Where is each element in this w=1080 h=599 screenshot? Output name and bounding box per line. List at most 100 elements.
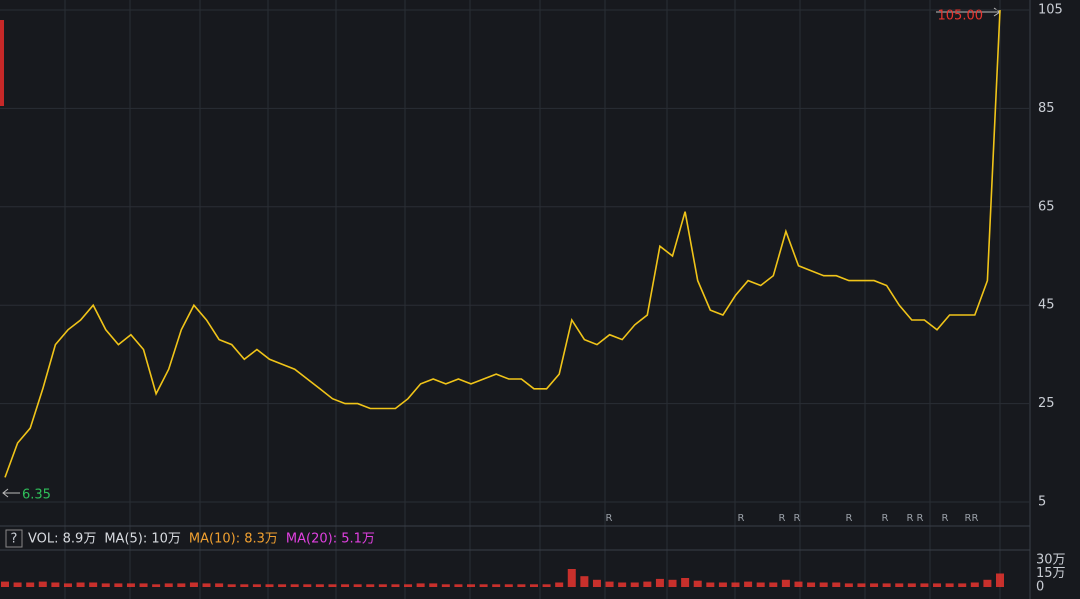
- vertical-grid: [64, 0, 1001, 599]
- volume-bar: [177, 583, 186, 587]
- volume-bar: [290, 584, 299, 587]
- volume-bar: [416, 583, 425, 587]
- volume-bar: [958, 583, 967, 587]
- vol-tick-label: 15万: [1036, 566, 1066, 581]
- volume-bar: [202, 583, 211, 587]
- vol-tick-label: 0: [1036, 580, 1044, 595]
- side-indicator: [0, 20, 4, 106]
- volume-bar: [592, 579, 601, 587]
- volume-bar: [152, 584, 161, 587]
- vol-tick-label: 30万: [1036, 553, 1066, 568]
- price-line: [4, 9, 1001, 478]
- volume-bar: [404, 584, 413, 587]
- volume-bar: [366, 584, 375, 587]
- volume-bar: [718, 582, 727, 587]
- volume-bar: [227, 584, 236, 587]
- volume-bar: [164, 583, 173, 587]
- volume-bar: [643, 581, 652, 587]
- price-annotation: 105.00: [938, 9, 984, 24]
- volume-bar: [706, 582, 715, 587]
- volume-bar: [555, 582, 564, 587]
- volume-bar: [794, 581, 803, 587]
- event-marker: R: [606, 513, 613, 524]
- volume-bar: [26, 582, 35, 587]
- volume-bar: [731, 582, 740, 587]
- volume-bar: [341, 584, 350, 587]
- volume-bar: [328, 584, 337, 587]
- event-marker: R: [917, 513, 924, 524]
- volume-bar: [303, 584, 312, 587]
- volume-bar: [441, 584, 450, 587]
- volume-bar: [567, 569, 576, 587]
- volume-bar: [51, 582, 60, 587]
- volume-bar: [895, 583, 904, 587]
- help-icon[interactable]: ?: [11, 532, 18, 547]
- volume-bar: [1, 581, 9, 587]
- volume-bar: [126, 583, 135, 587]
- volume-bar: [668, 579, 677, 587]
- volume-bar: [542, 584, 551, 587]
- volume-bar: [38, 581, 47, 587]
- volume-bar: [189, 582, 198, 587]
- volume-bar: [63, 583, 72, 587]
- volume-bar: [781, 579, 790, 587]
- volume-bar: [114, 583, 123, 587]
- volume-bar: [429, 583, 438, 587]
- y-tick-label: 105: [1038, 3, 1063, 18]
- volume-legend: MA(20): 5.1万: [286, 532, 375, 547]
- volume-bar: [315, 584, 324, 587]
- volume-bar: [832, 582, 841, 587]
- y-tick-label: 5: [1038, 495, 1046, 510]
- volume-bar: [769, 582, 778, 587]
- volume-legend: MA(5): 10万: [104, 532, 181, 547]
- volume-bar: [970, 582, 979, 587]
- volume-bar: [252, 584, 261, 587]
- volume-bar: [630, 582, 639, 587]
- volume-bar: [933, 583, 942, 587]
- volume-bar: [882, 583, 891, 587]
- event-marker: R: [972, 513, 979, 524]
- help-box[interactable]: [5, 529, 23, 548]
- volume-bar: [756, 582, 765, 587]
- volume-bar: [693, 580, 702, 587]
- volume-bar: [870, 583, 879, 587]
- volume-bar: [13, 582, 22, 587]
- volume-bar: [996, 573, 1004, 587]
- volume-bar: [504, 584, 513, 587]
- volume-bar: [265, 584, 274, 587]
- volume-bar: [618, 582, 627, 587]
- volume-bar: [101, 583, 110, 587]
- event-marker: R: [965, 513, 972, 524]
- event-marker: R: [942, 513, 949, 524]
- volume-bar: [353, 584, 362, 587]
- volume-bar: [605, 581, 614, 587]
- volume-legend: MA(10): 8.3万: [189, 532, 278, 547]
- volume-bar: [454, 584, 463, 587]
- event-marker: R: [794, 513, 801, 524]
- volume-bar: [744, 581, 753, 587]
- volume-bar: [215, 583, 224, 587]
- volume-bar: [278, 584, 287, 587]
- event-marker: R: [738, 513, 745, 524]
- low-arrow: [2, 488, 20, 498]
- volume-bar: [517, 584, 526, 587]
- price-annotation: 6.35: [22, 488, 51, 503]
- volume-bar: [240, 584, 249, 587]
- y-tick-label: 25: [1038, 396, 1055, 411]
- event-marker: R: [779, 513, 786, 524]
- volume-bar: [467, 584, 476, 587]
- volume-bar: [983, 579, 992, 587]
- volume-bar: [89, 582, 98, 587]
- volume-bar: [945, 583, 954, 587]
- y-tick-label: 45: [1038, 298, 1055, 313]
- volume-bar: [580, 576, 589, 587]
- event-marker: R: [882, 513, 889, 524]
- volume-legend: VOL: 8.9万: [28, 532, 96, 547]
- volume-bar: [655, 578, 664, 587]
- volume-bar: [819, 582, 828, 587]
- volume-bar: [76, 582, 85, 587]
- volume-bar: [139, 583, 148, 587]
- event-marker: R: [846, 513, 853, 524]
- volume-bar: [681, 578, 690, 587]
